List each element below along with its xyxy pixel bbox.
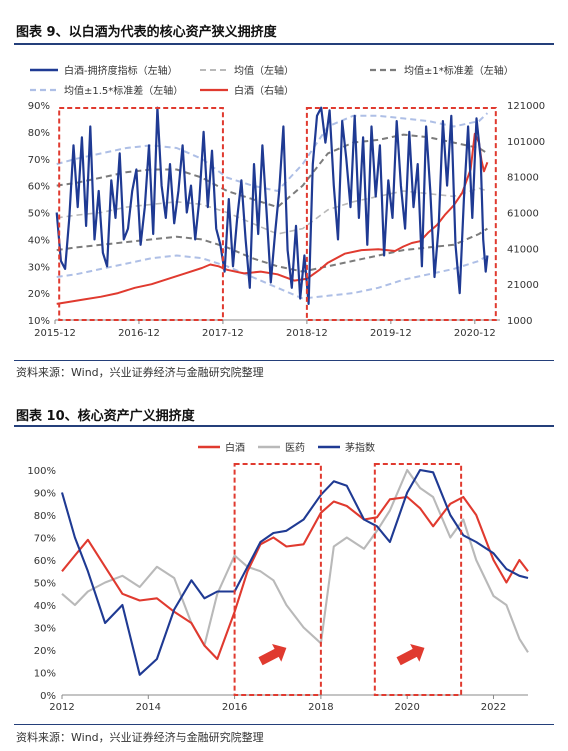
- legend-label: 白酒（右轴）: [234, 84, 294, 97]
- legend-label: 均值±1.5*标准差（左轴）: [64, 84, 183, 97]
- legend-label: 均值±1*标准差（左轴）: [404, 64, 514, 77]
- y-left-tick-label: 50%: [28, 209, 50, 220]
- legend-item-0: 白酒-拥挤度指标（左轴）: [30, 64, 178, 77]
- y-left-tick-label: 60%: [28, 182, 50, 193]
- x-tick-label: 2014: [136, 702, 161, 713]
- y-right-tick-label: 1000: [507, 316, 532, 327]
- y-tick-label: 80%: [34, 511, 56, 522]
- figure10-source-rule: [14, 724, 554, 725]
- legend-item-2: 均值±1*标准差（左轴）: [370, 64, 514, 77]
- series-医药: [62, 470, 528, 652]
- y-tick-label: 100%: [27, 466, 56, 477]
- up-arrow-icon: [256, 639, 291, 670]
- y-tick-label: 30%: [34, 624, 56, 635]
- highlight-box-1: [375, 464, 461, 695]
- legend-label: 均值（左轴）: [234, 64, 294, 77]
- figure10-title-rule: [14, 425, 554, 427]
- figure9-source-rule: [14, 360, 554, 361]
- y-left-tick-label: 20%: [28, 289, 50, 300]
- x-tick-label: 2018-12: [286, 328, 328, 339]
- x-tick-label: 2016-12: [118, 328, 160, 339]
- series-白酒: [62, 497, 528, 659]
- y-tick-label: 40%: [34, 601, 56, 612]
- figure9-source: 资料来源：Wind，兴业证券经济与金融研究院整理: [16, 364, 264, 380]
- legend-label: 白酒-拥挤度指标（左轴）: [64, 64, 178, 77]
- legend-label: 医药: [285, 442, 305, 454]
- y-tick-label: 60%: [34, 556, 56, 567]
- y-right-tick-label: 81000: [507, 173, 539, 184]
- y-left-tick-label: 90%: [28, 101, 50, 112]
- y-tick-label: 10%: [34, 669, 56, 680]
- figure10-chart: 白酒 医药 茅指数 0% 10% 20% 30% 40% 50% 60% 70% 80% 90% 100%…: [0, 428, 568, 722]
- up-arrow-icon: [394, 639, 429, 670]
- y-tick-label: 20%: [34, 646, 56, 657]
- figure10-title: 图表 10、核心资产广义拥挤度: [16, 405, 195, 424]
- legend-item-4: 白酒（右轴）: [200, 84, 294, 97]
- arrow-shape-1: [394, 639, 429, 670]
- legend-label: 茅指数: [345, 441, 375, 454]
- y-left-tick-label: 10%: [28, 316, 50, 327]
- x-tick-label: 2018: [308, 702, 333, 713]
- y-left-tick-label: 40%: [28, 235, 50, 246]
- legend-item-1: 均值（左轴）: [200, 64, 294, 77]
- legend-label: 白酒: [225, 441, 245, 454]
- x-tick-label: 2019-12: [370, 328, 412, 339]
- legend-item-3: 均值±1.5*标准差（左轴）: [30, 84, 183, 97]
- arrow-shape-0: [256, 639, 291, 670]
- x-tick-label: 2020: [394, 702, 419, 713]
- figure10-source: 资料来源：Wind，兴业证券经济与金融研究院整理: [16, 729, 264, 745]
- legend-item-0: 白酒: [198, 441, 245, 454]
- y-tick-label: 0%: [40, 691, 56, 702]
- highlight-box-0: [235, 464, 321, 695]
- y-right-tick-label: 101000: [507, 137, 545, 148]
- y-tick-label: 70%: [34, 534, 56, 545]
- y-tick-label: 50%: [34, 579, 56, 590]
- x-tick-label: 2017-12: [202, 328, 244, 339]
- y-right-tick-label: 21000: [507, 280, 539, 291]
- x-tick-label: 2022: [481, 702, 506, 713]
- y-left-tick-label: 80%: [28, 128, 50, 139]
- y-left-tick-label: 30%: [28, 262, 50, 273]
- y-tick-label: 90%: [34, 489, 56, 500]
- y-right-tick-label: 61000: [507, 209, 539, 220]
- y-right-tick-label: 121000: [507, 101, 545, 112]
- legend-item-2: 茅指数: [318, 441, 375, 454]
- x-tick-label: 2015-12: [34, 328, 76, 339]
- x-tick-label: 2020-12: [454, 328, 496, 339]
- x-tick-label: 2016: [222, 702, 247, 713]
- y-right-tick-label: 41000: [507, 244, 539, 255]
- y-left-tick-label: 70%: [28, 155, 50, 166]
- figure9-title-rule: [14, 43, 554, 45]
- figure9-chart: 白酒-拥挤度指标（左轴） 均值（左轴） 均值±1*标准差（左轴） 均值±1.5*标准差…: [0, 50, 568, 360]
- figure9-title: 图表 9、以白酒为代表的核心资产狭义拥挤度: [16, 21, 277, 40]
- x-tick-label: 2012: [49, 702, 74, 713]
- legend-item-1: 医药: [258, 442, 305, 454]
